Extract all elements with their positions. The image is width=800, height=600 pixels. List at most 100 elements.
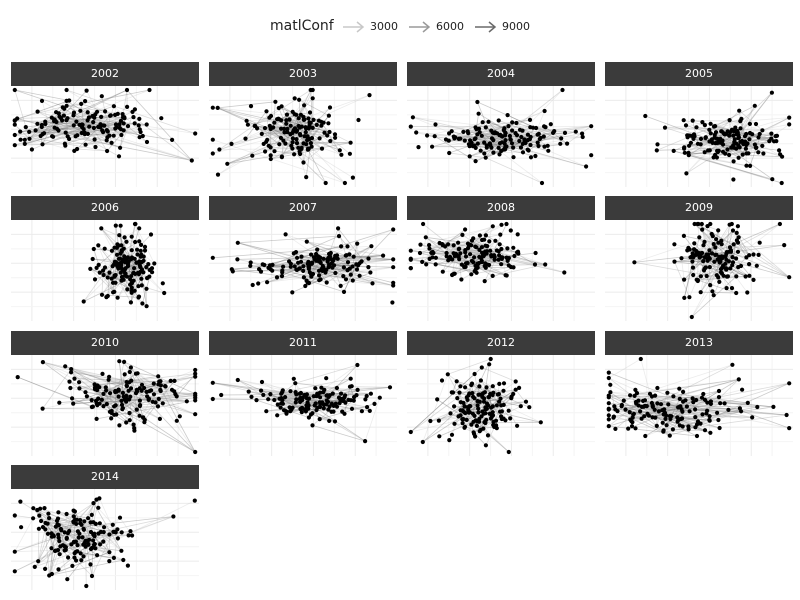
network-edge (663, 410, 742, 431)
network-node (755, 404, 760, 410)
network-edge (501, 418, 541, 423)
network-node (477, 399, 482, 404)
network-node (702, 239, 707, 244)
network-node (515, 423, 520, 428)
network-node (735, 249, 741, 254)
network-node (503, 138, 508, 143)
network-node (489, 253, 494, 258)
network-edge (58, 511, 92, 516)
network-node (350, 175, 355, 180)
network-node (356, 117, 361, 123)
network-edge (81, 103, 116, 116)
network-edge (504, 89, 563, 136)
network-edge (350, 266, 394, 276)
network-node (757, 131, 762, 137)
network-node (81, 299, 86, 304)
network-node (94, 265, 99, 270)
network-node (292, 126, 298, 131)
network-edge (711, 223, 781, 254)
network-node (350, 264, 355, 269)
network-node (423, 235, 428, 240)
network-node (744, 131, 749, 137)
network-node (528, 125, 533, 130)
nodes (606, 356, 792, 439)
network-node (387, 385, 393, 390)
network-node (348, 272, 353, 277)
network-edge (135, 369, 196, 394)
network-node (537, 136, 542, 142)
network-node (67, 379, 72, 384)
network-node (641, 404, 646, 409)
network-node (85, 131, 90, 136)
network-edge (498, 381, 516, 395)
network-edge (640, 358, 651, 394)
network-edge (332, 267, 394, 284)
network-node (477, 419, 482, 424)
network-node (718, 401, 723, 406)
facet-panel: 2012 (407, 331, 595, 456)
network-node (155, 404, 161, 409)
network-node (37, 513, 42, 518)
network-node (326, 121, 331, 126)
network-edge (115, 385, 128, 406)
facet-strip-label: 2008 (407, 196, 595, 220)
network-edge (419, 225, 493, 254)
network-edge (75, 523, 97, 553)
network-node (313, 386, 318, 391)
network-node (723, 261, 728, 266)
network-edge (279, 398, 346, 403)
network-edge (457, 242, 484, 255)
network-node (100, 128, 105, 133)
network-node (693, 407, 698, 412)
network-edge (42, 408, 123, 410)
plot-area (11, 489, 199, 590)
network-edge (736, 240, 790, 278)
network-edge (525, 125, 592, 144)
network-edge (148, 393, 176, 400)
network-node (56, 567, 61, 572)
network-edge (20, 89, 150, 141)
network-node (465, 129, 470, 134)
network-node (290, 290, 295, 295)
network-node (302, 117, 307, 122)
network-node (127, 418, 132, 423)
network-node (508, 137, 513, 142)
network-node (632, 260, 637, 265)
network-node (290, 140, 295, 145)
network-edge (439, 421, 474, 437)
network-edge (673, 131, 717, 152)
network-node (71, 123, 76, 128)
network-edge (212, 132, 293, 154)
network-edge (722, 254, 759, 269)
network-edge (447, 358, 491, 375)
network-node (727, 118, 732, 123)
network-edge (631, 425, 689, 430)
network-node (716, 417, 721, 423)
network-node (725, 129, 730, 134)
network-node (36, 559, 41, 564)
network-node (263, 149, 268, 154)
network-node (272, 397, 277, 403)
network-node (433, 255, 438, 260)
network-node (483, 243, 488, 248)
network-node (43, 566, 48, 571)
network-edge (212, 107, 275, 124)
network-edge (438, 415, 475, 421)
network-node (726, 407, 731, 412)
network-edge (94, 387, 124, 409)
network-edge (459, 392, 498, 406)
network-node (520, 141, 525, 146)
network-node (696, 221, 701, 227)
network-node (671, 148, 676, 153)
network-edge (421, 237, 427, 262)
network-edge (674, 261, 726, 269)
network-edge (299, 268, 394, 286)
network-node (62, 141, 67, 146)
network-node (437, 240, 442, 246)
network-edge (274, 382, 296, 401)
network-node (125, 104, 130, 109)
network-node (730, 362, 735, 367)
network-node (349, 384, 354, 389)
network-node (366, 256, 371, 261)
network-edge (433, 252, 478, 266)
